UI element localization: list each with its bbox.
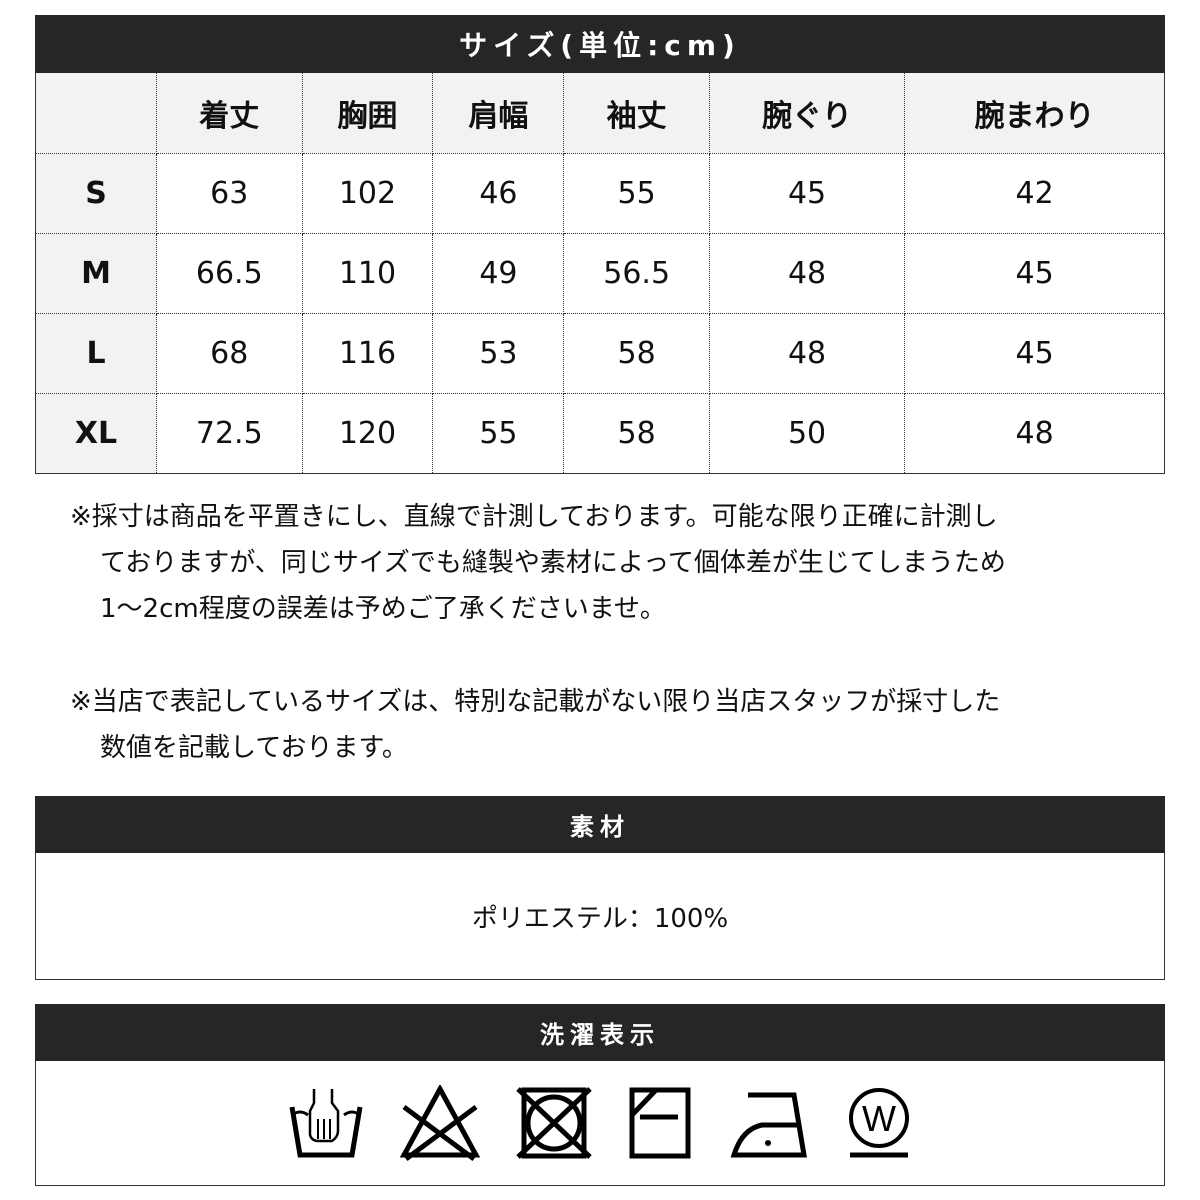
size-value: 58	[563, 392, 710, 474]
table-row: S 63 102 46 55 45 42	[35, 152, 1165, 234]
column-header: 肩幅	[432, 73, 565, 154]
table-row: L 68 116 53 58 48 45	[35, 312, 1165, 394]
size-value: 116	[301, 312, 434, 394]
size-value: 42	[904, 152, 1165, 234]
column-header: 腕ぐり	[708, 73, 906, 154]
size-value: 66.5	[156, 232, 303, 314]
note-line: 数値を記載しております。	[100, 733, 408, 763]
size-value: 56.5	[563, 232, 710, 314]
column-header: 着丈	[156, 73, 303, 154]
material-value: ポリエステル：100%	[471, 903, 729, 934]
size-value: 55	[432, 392, 565, 474]
size-value: 48	[708, 232, 906, 314]
column-header	[35, 73, 157, 154]
size-value: 48	[708, 312, 906, 394]
size-value: 46	[432, 152, 565, 234]
size-value: 53	[432, 312, 565, 394]
care-box: W	[35, 1061, 1165, 1186]
care-title: 洗濯表示	[35, 1004, 1165, 1061]
size-value: 72.5	[156, 392, 303, 474]
size-value: 110	[301, 232, 434, 314]
hand-wash-icon	[289, 1089, 363, 1158]
note-line: 1～2cm程度の誤差は予めご了承くださいませ。	[100, 594, 666, 624]
size-value: 48	[904, 392, 1165, 474]
size-label: L	[35, 312, 157, 394]
note-line: ておりますが、同じサイズでも縫製や素材によって個体差が生じてしまうため	[100, 548, 1006, 578]
size-value: 45	[904, 232, 1165, 314]
line-dry-flat-shade-icon	[629, 1087, 691, 1159]
column-header: 袖丈	[563, 73, 710, 154]
size-value: 68	[156, 312, 303, 394]
size-section-title: サイズ(単位:cm)	[35, 15, 1165, 73]
table-row: M 66.5 110 49 56.5 48 45	[35, 232, 1165, 314]
material-title: 素材	[35, 796, 1165, 853]
note-measurement: ※採寸は商品を平置きにし、直線で計測しております。可能な限り正確に計測しておりま…	[70, 494, 1006, 632]
size-value: 58	[563, 312, 710, 394]
note-line: ※採寸は商品を平置きにし、直線で計測しております。可能な限り正確に計測し	[70, 502, 998, 532]
table-row: XL 72.5 120 55 58 50 48	[35, 392, 1165, 474]
svg-text:W: W	[862, 1098, 896, 1139]
size-table: 着丈 胸囲 肩幅 袖丈 腕ぐり 腕まわり S 63 102 46 55 45 42 M 66.5…	[35, 73, 1165, 474]
no-bleach-icon	[400, 1085, 480, 1161]
size-value: 120	[301, 392, 434, 474]
note-size-info: ※当店で表記しているサイズは、特別な記載がない限り当店スタッフが採寸した数値を記…	[70, 679, 1006, 771]
iron-low-icon	[730, 1092, 807, 1158]
size-value: 45	[708, 152, 906, 234]
size-label: XL	[35, 392, 157, 474]
column-header: 胸囲	[301, 73, 434, 154]
column-header: 腕まわり	[904, 73, 1165, 154]
wet-clean-icon: W	[849, 1088, 909, 1158]
size-value: 50	[708, 392, 906, 474]
material-box: ポリエステル：100%	[35, 853, 1165, 980]
size-value: 63	[156, 152, 303, 234]
size-value: 45	[904, 312, 1165, 394]
table-header-row: 着丈 胸囲 肩幅 袖丈 腕ぐり 腕まわり	[35, 73, 1165, 154]
size-label: M	[35, 232, 157, 314]
note-line: ※当店で表記しているサイズは、特別な記載がない限り当店スタッフが採寸した	[70, 687, 1001, 717]
size-value: 102	[301, 152, 434, 234]
size-label: S	[35, 152, 157, 234]
notes: ※採寸は商品を平置きにし、直線で計測しております。可能な限り正確に計測しておりま…	[70, 494, 1006, 818]
size-value: 55	[563, 152, 710, 234]
size-value: 49	[432, 232, 565, 314]
no-tumble-dry-icon	[516, 1087, 592, 1159]
